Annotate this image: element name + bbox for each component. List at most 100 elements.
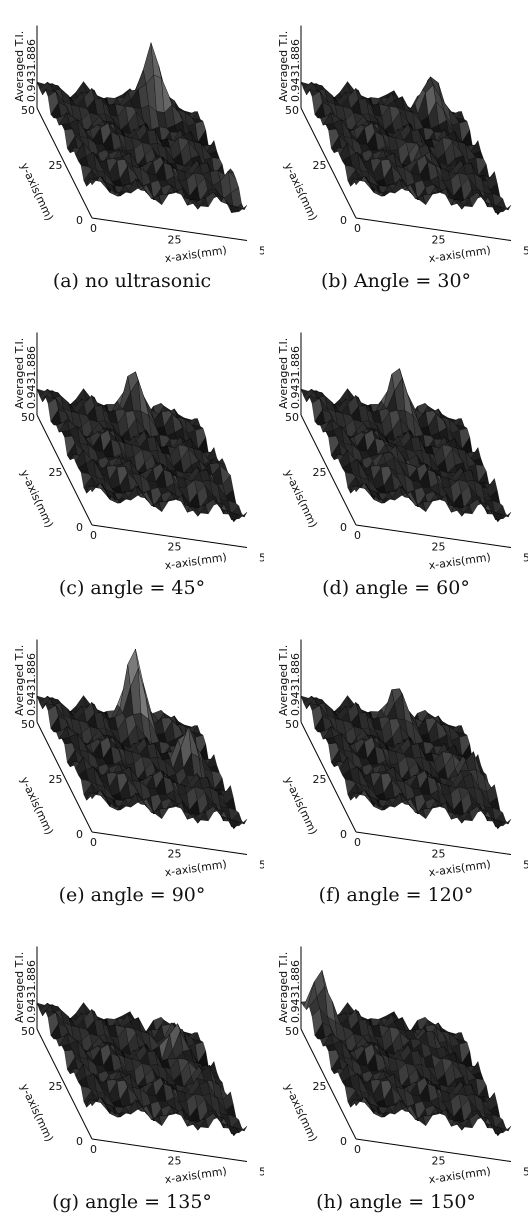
y-tick-label: 25 — [313, 466, 327, 479]
x-axis-label: x-axis(mm) — [428, 244, 492, 266]
x-axis-label: x-axis(mm) — [428, 1165, 492, 1187]
x-tick-label: 50 — [523, 552, 528, 565]
y-tick-label: 0 — [76, 828, 83, 841]
panel-label: (e) — [58, 884, 85, 906]
y-tick-label: 25 — [49, 1080, 63, 1093]
z-tick-label: 0.9431.886 — [25, 346, 38, 409]
y-tick-label: 0 — [340, 214, 347, 227]
y-tick-label: 50 — [21, 104, 35, 117]
x-axis-label: x-axis(mm) — [428, 551, 492, 573]
x-tick-label: 0 — [90, 529, 97, 542]
x-tick-label: 25 — [432, 233, 446, 246]
x-tick-label: 25 — [168, 847, 182, 860]
y-tick-label: 25 — [49, 159, 63, 172]
y-tick-label: 25 — [49, 466, 63, 479]
panel-caption-text: angle = 90° — [90, 884, 206, 906]
x-tick-label: 25 — [432, 540, 446, 553]
x-tick-label: 0 — [354, 222, 361, 235]
y-tick-label: 25 — [313, 159, 327, 172]
z-axis-label: Averaged T.I. — [13, 952, 26, 1023]
surface-plot: 02550x-axis(mm)02550y-axis(mm)0.9431.886… — [277, 946, 528, 1187]
surface-plot: 02550x-axis(mm)02550y-axis(mm)0.9431.886… — [277, 639, 528, 880]
x-axis-label: x-axis(mm) — [428, 858, 492, 880]
x-axis-label: x-axis(mm) — [164, 858, 228, 880]
x-tick-label: 0 — [90, 1143, 97, 1156]
x-tick-label: 0 — [354, 1143, 361, 1156]
panel-a: 02550x-axis(mm)02550y-axis(mm)0.9431.886… — [0, 0, 264, 307]
z-axis-label: Averaged T.I. — [277, 952, 290, 1023]
panel-caption-text: Angle = 30° — [353, 270, 472, 292]
y-tick-label: 50 — [21, 411, 35, 424]
x-tick-label: 0 — [354, 529, 361, 542]
x-tick-label: 50 — [523, 245, 528, 258]
panel-label: (a) — [52, 270, 79, 292]
panel-h: 02550x-axis(mm)02550y-axis(mm)0.9431.886… — [264, 921, 528, 1228]
panel-label: (g) — [52, 1191, 80, 1213]
y-tick-label: 50 — [21, 1025, 35, 1038]
x-tick-label: 50 — [259, 1166, 264, 1179]
panel-g: 02550x-axis(mm)02550y-axis(mm)0.9431.886… — [0, 921, 264, 1228]
x-tick-label: 25 — [432, 847, 446, 860]
x-tick-label: 0 — [354, 836, 361, 849]
z-tick-label: 0.9431.886 — [25, 653, 38, 716]
y-tick-label: 0 — [340, 521, 347, 534]
panel-caption: (e) angle = 90° — [0, 884, 264, 906]
panel-caption-text: angle = 120° — [346, 884, 474, 906]
panel-d: 02550x-axis(mm)02550y-axis(mm)0.9431.886… — [264, 307, 528, 614]
z-axis-label: Averaged T.I. — [13, 338, 26, 409]
y-tick-label: 25 — [49, 773, 63, 786]
surface-plot: 02550x-axis(mm)02550y-axis(mm)0.9431.886… — [13, 25, 264, 265]
panel-caption-text: angle = 60° — [355, 577, 470, 599]
panel-caption-text: angle = 45° — [90, 577, 206, 599]
x-axis-label: x-axis(mm) — [164, 1165, 228, 1187]
panel-caption: (g) angle = 135° — [0, 1191, 264, 1213]
z-tick-label: 0.9431.886 — [289, 346, 302, 409]
y-tick-label: 50 — [21, 718, 35, 731]
panel-b: 02550x-axis(mm)02550y-axis(mm)0.9431.886… — [264, 0, 528, 307]
panel-caption: (d) angle = 60° — [264, 577, 528, 599]
panel-caption: (c) angle = 45° — [0, 577, 264, 599]
x-tick-label: 0 — [90, 222, 97, 235]
y-tick-label: 25 — [313, 1080, 327, 1093]
panel-caption: (h) angle = 150° — [264, 1191, 528, 1213]
z-tick-label: 0.9431.886 — [289, 960, 302, 1023]
panel-label: (f) — [318, 884, 341, 906]
x-tick-label: 50 — [523, 1166, 528, 1179]
x-tick-label: 25 — [168, 540, 182, 553]
panel-e: 02550x-axis(mm)02550y-axis(mm)0.9431.886… — [0, 614, 264, 921]
z-tick-label: 0.9431.886 — [289, 39, 302, 102]
y-tick-label: 0 — [76, 521, 83, 534]
z-axis-label: Averaged T.I. — [13, 645, 26, 716]
y-tick-label: 50 — [285, 411, 299, 424]
panel-caption-text: angle = 135° — [85, 1191, 212, 1213]
z-tick-label: 0.9431.886 — [289, 653, 302, 716]
z-axis-label: Averaged T.I. — [277, 31, 290, 102]
x-tick-label: 25 — [432, 1154, 446, 1167]
panel-caption: (a) no ultrasonic — [0, 270, 264, 292]
panel-label: (d) — [322, 577, 350, 599]
x-tick-label: 25 — [168, 1154, 182, 1167]
x-tick-label: 50 — [259, 245, 264, 258]
surface-plot: 02550x-axis(mm)02550y-axis(mm)0.9431.886… — [13, 332, 264, 573]
x-axis-label: x-axis(mm) — [164, 551, 228, 573]
x-tick-label: 50 — [259, 552, 264, 565]
panel-c: 02550x-axis(mm)02550y-axis(mm)0.9431.886… — [0, 307, 264, 614]
y-tick-label: 25 — [313, 773, 327, 786]
y-tick-label: 50 — [285, 1025, 299, 1038]
z-tick-label: 0.9431.886 — [25, 39, 38, 102]
y-tick-label: 0 — [340, 1135, 347, 1148]
y-tick-label: 0 — [76, 1135, 83, 1148]
panel-caption-text: no ultrasonic — [84, 270, 212, 292]
x-tick-label: 50 — [259, 859, 264, 872]
x-tick-label: 25 — [168, 233, 182, 246]
surface-plot: 02550x-axis(mm)02550y-axis(mm)0.9431.886… — [277, 25, 528, 266]
y-tick-label: 50 — [285, 104, 299, 117]
panel-label: (h) — [316, 1191, 344, 1213]
y-tick-label: 50 — [285, 718, 299, 731]
x-tick-label: 50 — [523, 859, 528, 872]
panel-label: (b) — [320, 270, 348, 292]
z-tick-label: 0.9431.886 — [25, 960, 38, 1023]
panel-f: 02550x-axis(mm)02550y-axis(mm)0.9431.886… — [264, 614, 528, 921]
panel-caption-text: angle = 150° — [349, 1191, 476, 1213]
